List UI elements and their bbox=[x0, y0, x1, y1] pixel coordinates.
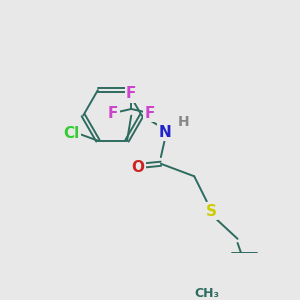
Text: Cl: Cl bbox=[63, 127, 79, 142]
Text: F: F bbox=[108, 106, 118, 121]
Text: O: O bbox=[131, 160, 144, 175]
Text: F: F bbox=[144, 106, 155, 121]
Text: F: F bbox=[126, 86, 136, 101]
Text: S: S bbox=[206, 204, 216, 219]
Text: N: N bbox=[159, 124, 171, 140]
Text: H: H bbox=[178, 115, 189, 129]
Text: CH₃: CH₃ bbox=[194, 287, 219, 300]
